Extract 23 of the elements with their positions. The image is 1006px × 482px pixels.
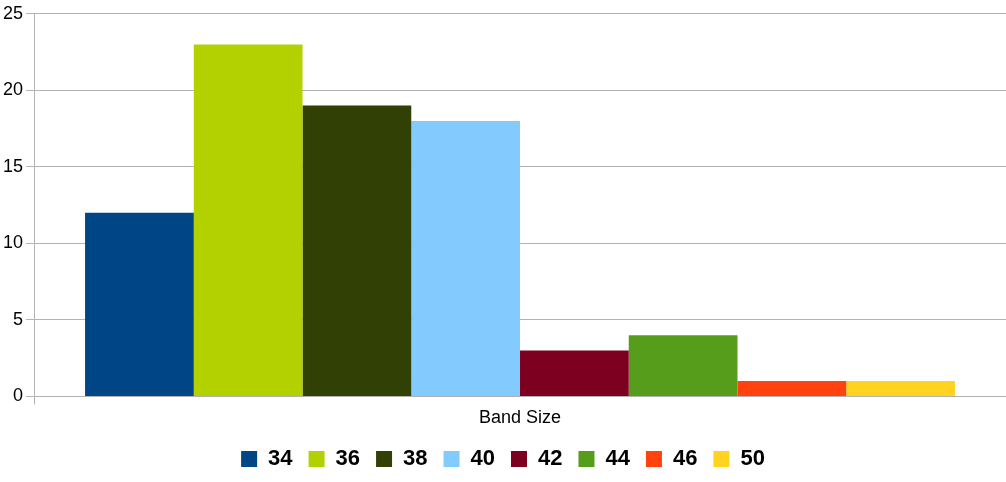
y-tick-label: 5 — [13, 308, 24, 329]
legend-label: 42 — [538, 445, 563, 471]
legend-label: 38 — [403, 445, 428, 471]
bar — [411, 120, 521, 396]
bar — [520, 350, 629, 396]
bar — [193, 44, 303, 396]
bar — [85, 212, 194, 396]
y-tick-label: 0 — [13, 385, 24, 406]
bar — [302, 105, 412, 396]
legend-label: 36 — [335, 445, 361, 471]
y-tick-label: 25 — [2, 2, 24, 23]
bar — [737, 381, 847, 396]
legend-label: 46 — [672, 445, 698, 471]
legend-label: 40 — [470, 445, 496, 471]
bar — [628, 335, 738, 396]
legend-label: 44 — [605, 445, 631, 471]
x-tick-label: Band Size — [478, 407, 562, 428]
legend-label: 34 — [268, 445, 294, 471]
bar — [846, 381, 955, 396]
y-tick-label: 15 — [2, 155, 24, 176]
legend-label: 50 — [740, 445, 765, 471]
y-tick-label: 20 — [2, 79, 24, 100]
y-tick-label: 10 — [2, 232, 24, 253]
